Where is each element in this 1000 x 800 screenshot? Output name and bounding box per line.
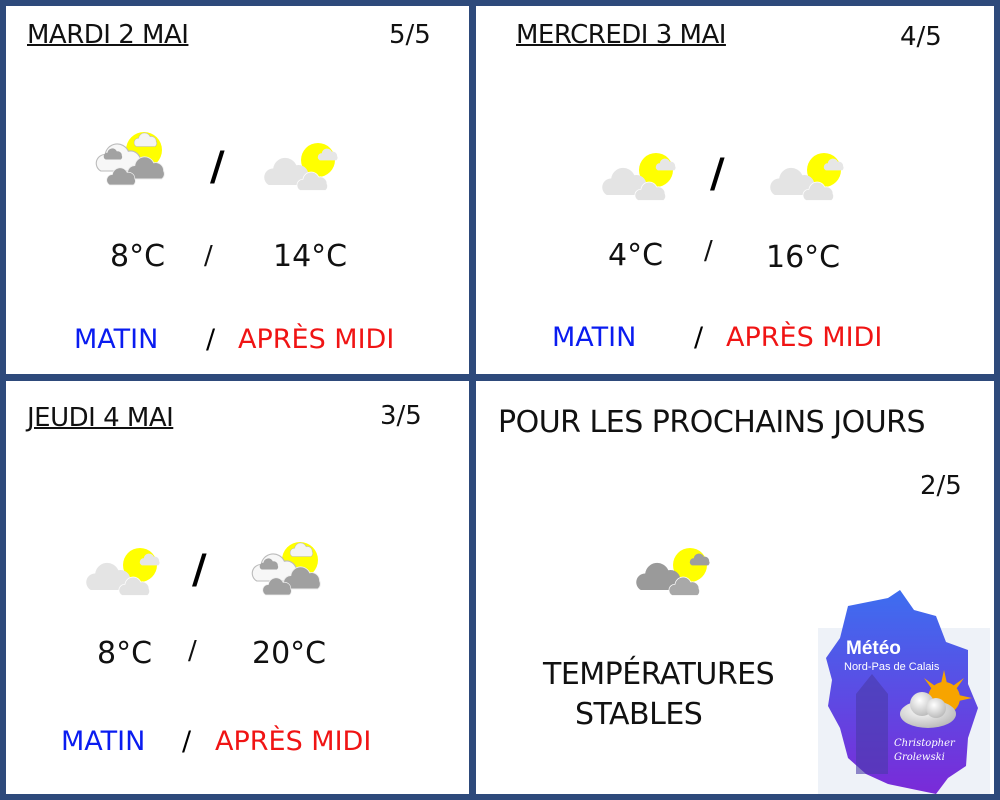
svg-text:Grolewski: Grolewski — [894, 752, 945, 763]
temp-morning: 8°C — [97, 636, 153, 671]
label-separator: / — [182, 726, 192, 757]
label-afternoon: APRÈS MIDI — [215, 726, 372, 757]
page-number: 2/5 — [920, 471, 962, 501]
outlook-title: POUR LES PROCHAINS JOURS — [498, 405, 926, 440]
sun-cloud-mixed-icon — [244, 536, 328, 608]
label-afternoon: APRÈS MIDI — [726, 322, 883, 353]
forecast-panel-tuesday: MARDI 2 MAI 5/5 / 8°C / 14°C MATIN / APR… — [6, 6, 469, 374]
day-title: MERCREDI 3 MAI — [516, 20, 726, 50]
day-title: JEUDI 4 MAI — [27, 403, 174, 433]
outlook-line-1: TEMPÉRATURES — [543, 657, 775, 692]
logo-subtitle: Nord-Pas de Calais — [844, 661, 940, 673]
sun-cloud-light-icon — [82, 543, 162, 605]
label-separator: / — [694, 322, 704, 353]
temp-separator: / — [188, 636, 197, 666]
sun-cloud-mixed-icon — [88, 126, 172, 198]
temp-afternoon: 16°C — [766, 240, 841, 275]
temp-morning: 8°C — [110, 239, 166, 274]
temp-separator: / — [704, 236, 713, 266]
temp-afternoon: 20°C — [252, 636, 327, 671]
forecast-panel-wednesday: MERCREDI 3 MAI 4/5 / 4°C / 16°C MATIN / … — [476, 6, 994, 374]
outlook-line-2: STABLES — [575, 697, 703, 732]
sun-cloud-grey-icon — [632, 543, 712, 605]
page-number: 4/5 — [900, 22, 942, 52]
icon-separator: / — [210, 144, 225, 190]
label-morning: MATIN — [61, 726, 146, 757]
page-number: 5/5 — [389, 20, 431, 50]
label-separator: / — [206, 324, 216, 355]
icon-separator: / — [710, 151, 725, 197]
forecast-panel-thursday: JEUDI 4 MAI 3/5 / 8°C / 20°C MATIN / APR… — [6, 381, 469, 794]
sun-cloud-light-icon — [766, 148, 846, 210]
page-number: 3/5 — [380, 401, 422, 431]
sun-cloud-light-icon — [598, 148, 678, 210]
icon-separator: / — [192, 547, 207, 593]
label-afternoon: APRÈS MIDI — [238, 324, 395, 355]
temp-afternoon: 14°C — [273, 239, 348, 274]
label-morning: MATIN — [74, 324, 159, 355]
temp-morning: 4°C — [608, 238, 664, 273]
sun-cloud-light-icon — [260, 138, 340, 200]
svg-text:Christopher: Christopher — [894, 738, 956, 749]
logo-title: Météo — [846, 638, 901, 659]
label-morning: MATIN — [552, 322, 637, 353]
temp-separator: / — [204, 241, 213, 271]
meteo-logo: Météo Nord-Pas de Calais Christopher Gro… — [818, 588, 990, 794]
day-title: MARDI 2 MAI — [27, 20, 189, 50]
